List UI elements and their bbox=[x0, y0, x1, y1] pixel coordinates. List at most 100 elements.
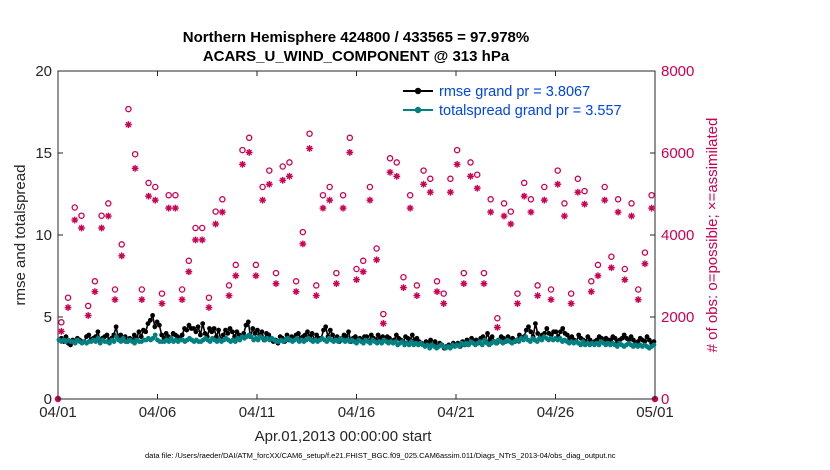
obs-assimilated-marker bbox=[420, 180, 427, 188]
obs-assimilated-stroke bbox=[420, 181, 427, 188]
obs-possible-marker bbox=[380, 310, 387, 318]
obs-assimilated-marker bbox=[71, 216, 79, 224]
obs-assimilated-marker bbox=[406, 204, 414, 212]
obs-assimilated-marker bbox=[400, 284, 407, 292]
y-tick-label-right: 2000 bbox=[661, 309, 694, 326]
obs-possible-marker bbox=[252, 261, 260, 269]
obs-possible-marker bbox=[138, 286, 146, 293]
obs-assimilated-marker bbox=[641, 260, 649, 268]
legend-rmse-label: rmse grand pr = 3.8067 bbox=[439, 84, 590, 100]
obs-assimilated-stroke bbox=[541, 197, 548, 204]
obs-assimilated-marker bbox=[151, 196, 159, 204]
rmse-point bbox=[152, 324, 158, 330]
obs-assimilated-stroke bbox=[460, 280, 467, 287]
obs-possible-marker bbox=[561, 200, 568, 207]
obs-possible-marker bbox=[520, 179, 528, 187]
rmse-point bbox=[211, 326, 217, 331]
rmse-point bbox=[327, 327, 333, 333]
obs-assimilated-stroke bbox=[293, 288, 300, 295]
obs-assimilated-marker bbox=[165, 204, 173, 212]
rmse-point bbox=[195, 324, 201, 330]
obs-assimilated-marker bbox=[306, 145, 313, 152]
obs-possible-marker bbox=[198, 224, 206, 232]
rmse-point bbox=[179, 332, 185, 338]
obs-possible-marker bbox=[239, 146, 246, 154]
obs-assimilated-marker bbox=[467, 172, 474, 180]
rmse-point bbox=[535, 331, 541, 336]
obs-assimilated-stroke bbox=[145, 193, 152, 200]
obs-assimilated-stroke bbox=[615, 209, 621, 215]
obs-assimilated-marker bbox=[332, 280, 340, 288]
obs-assimilated-marker bbox=[426, 188, 434, 196]
obs-assimilated-marker bbox=[245, 149, 253, 156]
chart-title-line2: ACARS_U_WIND_COMPONENT @ 313 hPa bbox=[203, 48, 510, 65]
obs-possible-marker bbox=[507, 208, 515, 215]
footnote: data file: /Users/raeder/DAI/ATM_forcXX/… bbox=[145, 451, 616, 460]
obs-assimilated-marker bbox=[607, 264, 615, 272]
obs-assimilated-marker bbox=[239, 160, 246, 168]
totalspread-point bbox=[152, 332, 158, 338]
obs-possible-marker bbox=[259, 183, 266, 191]
obs-assimilated-marker bbox=[447, 188, 454, 196]
obs-assimilated-marker bbox=[393, 172, 401, 180]
obs-assimilated-stroke bbox=[279, 177, 286, 184]
obs-possible-marker bbox=[272, 269, 280, 277]
obs-assimilated-marker bbox=[567, 300, 575, 307]
obs-assimilated-marker bbox=[319, 204, 327, 212]
obs-assimilated-stroke bbox=[239, 161, 246, 168]
obs-assimilated-marker bbox=[286, 172, 293, 180]
obs-assimilated-marker bbox=[212, 220, 220, 228]
obs-assimilated-marker bbox=[473, 184, 481, 192]
obs-assimilated-marker bbox=[64, 304, 72, 311]
y-tick-label-right: 4000 bbox=[661, 227, 694, 244]
obs-assimilated-marker bbox=[111, 296, 119, 303]
obs-assimilated-stroke bbox=[642, 260, 648, 267]
obs-assimilated-marker bbox=[312, 292, 320, 299]
axes: 0 5 10 15 20 0 2000 4000 6000 8000 04/01 04/06 04/11… bbox=[35, 63, 694, 421]
obs-possible-marker bbox=[601, 183, 608, 191]
obs-assimilated-marker bbox=[138, 296, 146, 303]
obs-assimilated-marker bbox=[252, 272, 260, 280]
rmse-point bbox=[86, 332, 92, 338]
obs-assimilated-marker bbox=[561, 212, 568, 220]
obs-assimilated-stroke bbox=[628, 213, 635, 219]
obs-assimilated-stroke bbox=[226, 292, 232, 299]
obs-assimilated-stroke bbox=[387, 169, 393, 176]
obs-possible-marker bbox=[567, 290, 575, 297]
obs-possible-marker bbox=[306, 130, 313, 137]
obs-possible-marker bbox=[172, 191, 179, 199]
obs-assimilated-stroke bbox=[172, 205, 179, 211]
obs-assimilated-marker bbox=[205, 304, 213, 311]
obs-possible-marker bbox=[232, 261, 240, 269]
obs-assimilated-marker bbox=[292, 288, 300, 296]
obs-assimilated-stroke bbox=[454, 161, 460, 168]
obs-assimilated-stroke bbox=[494, 324, 501, 331]
obs-assimilated-marker bbox=[460, 280, 468, 288]
obs-assimilated-stroke bbox=[440, 300, 447, 307]
obs-assimilated-marker bbox=[440, 300, 448, 307]
y-axis-label-left: rmse and totalspread bbox=[12, 165, 29, 306]
obs-assimilated-marker bbox=[534, 292, 542, 299]
obs-assimilated-marker bbox=[353, 276, 360, 284]
obs-assimilated-stroke bbox=[588, 288, 595, 295]
rmse-point bbox=[259, 329, 265, 335]
obs-assimilated-stroke bbox=[299, 241, 306, 247]
x-tick-label: 04/16 bbox=[338, 404, 376, 421]
obs-assimilated-stroke bbox=[487, 209, 494, 215]
obs-assimilated-stroke bbox=[58, 328, 65, 335]
obs-assimilated-stroke bbox=[306, 145, 313, 152]
obs-possible-marker bbox=[266, 167, 273, 174]
obs-assimilated-marker bbox=[91, 288, 99, 296]
obs-assimilated-stroke bbox=[65, 304, 71, 311]
obs-assimilated-stroke bbox=[521, 193, 528, 200]
rmse-point bbox=[296, 331, 301, 336]
rmse-point bbox=[229, 329, 235, 335]
y-tick-label-right: 8000 bbox=[661, 63, 694, 80]
rmse-point bbox=[95, 329, 101, 335]
obs-assimilated-marker bbox=[178, 296, 186, 303]
rmse-point bbox=[330, 332, 335, 338]
obs-assimilated-marker bbox=[84, 312, 92, 319]
obs-assimilated-stroke bbox=[447, 189, 454, 196]
obs-assimilated-stroke bbox=[253, 272, 259, 279]
x-tick-label: 04/06 bbox=[139, 404, 177, 421]
